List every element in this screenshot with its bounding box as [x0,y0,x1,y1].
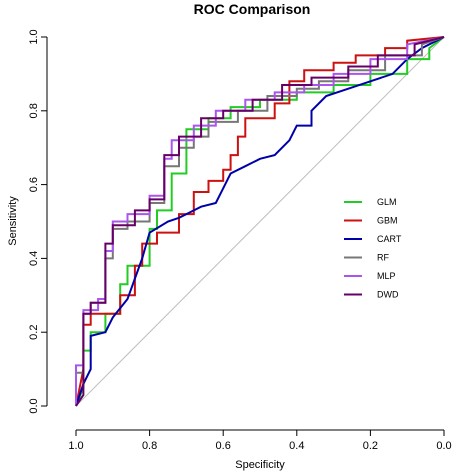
y-axis-title: Sensitivity [7,196,19,246]
x-tick-label: 0.4 [289,440,304,452]
y-tick-label: 0.0 [28,398,40,413]
y-tick-label: 0.2 [28,325,40,340]
x-tick-label: 1.0 [68,440,83,452]
y-tick-label: 1.0 [28,29,40,44]
x-tick-label: 0.8 [142,440,157,452]
plot-area [46,37,444,431]
series-line-cart [75,36,445,407]
legend-label-glm: GLM [377,197,397,207]
y-tick-label: 0.6 [28,177,40,192]
legend-label-cart: CART [377,234,402,244]
legend-label-mlp: MLP [377,271,396,281]
x-tick-label: 0.0 [436,440,451,452]
legend-label-gbm: GBM [377,216,398,226]
x-axis-title: Specificity [235,459,285,471]
series-line-mlp [75,36,445,406]
chart-title: ROC Comparison [194,1,311,17]
legend-label-dwd: DWD [377,290,399,300]
series-line-glm [75,36,445,407]
y-tick-label: 0.4 [28,251,40,266]
series-line-dwd [75,36,445,407]
x-tick-label: 0.2 [363,440,378,452]
series-line-gbm [75,36,445,407]
reference-diagonal [75,36,445,407]
legend-label-rf: RF [377,253,389,263]
y-tick-label: 0.8 [28,103,40,118]
x-tick-label: 0.6 [216,440,231,452]
